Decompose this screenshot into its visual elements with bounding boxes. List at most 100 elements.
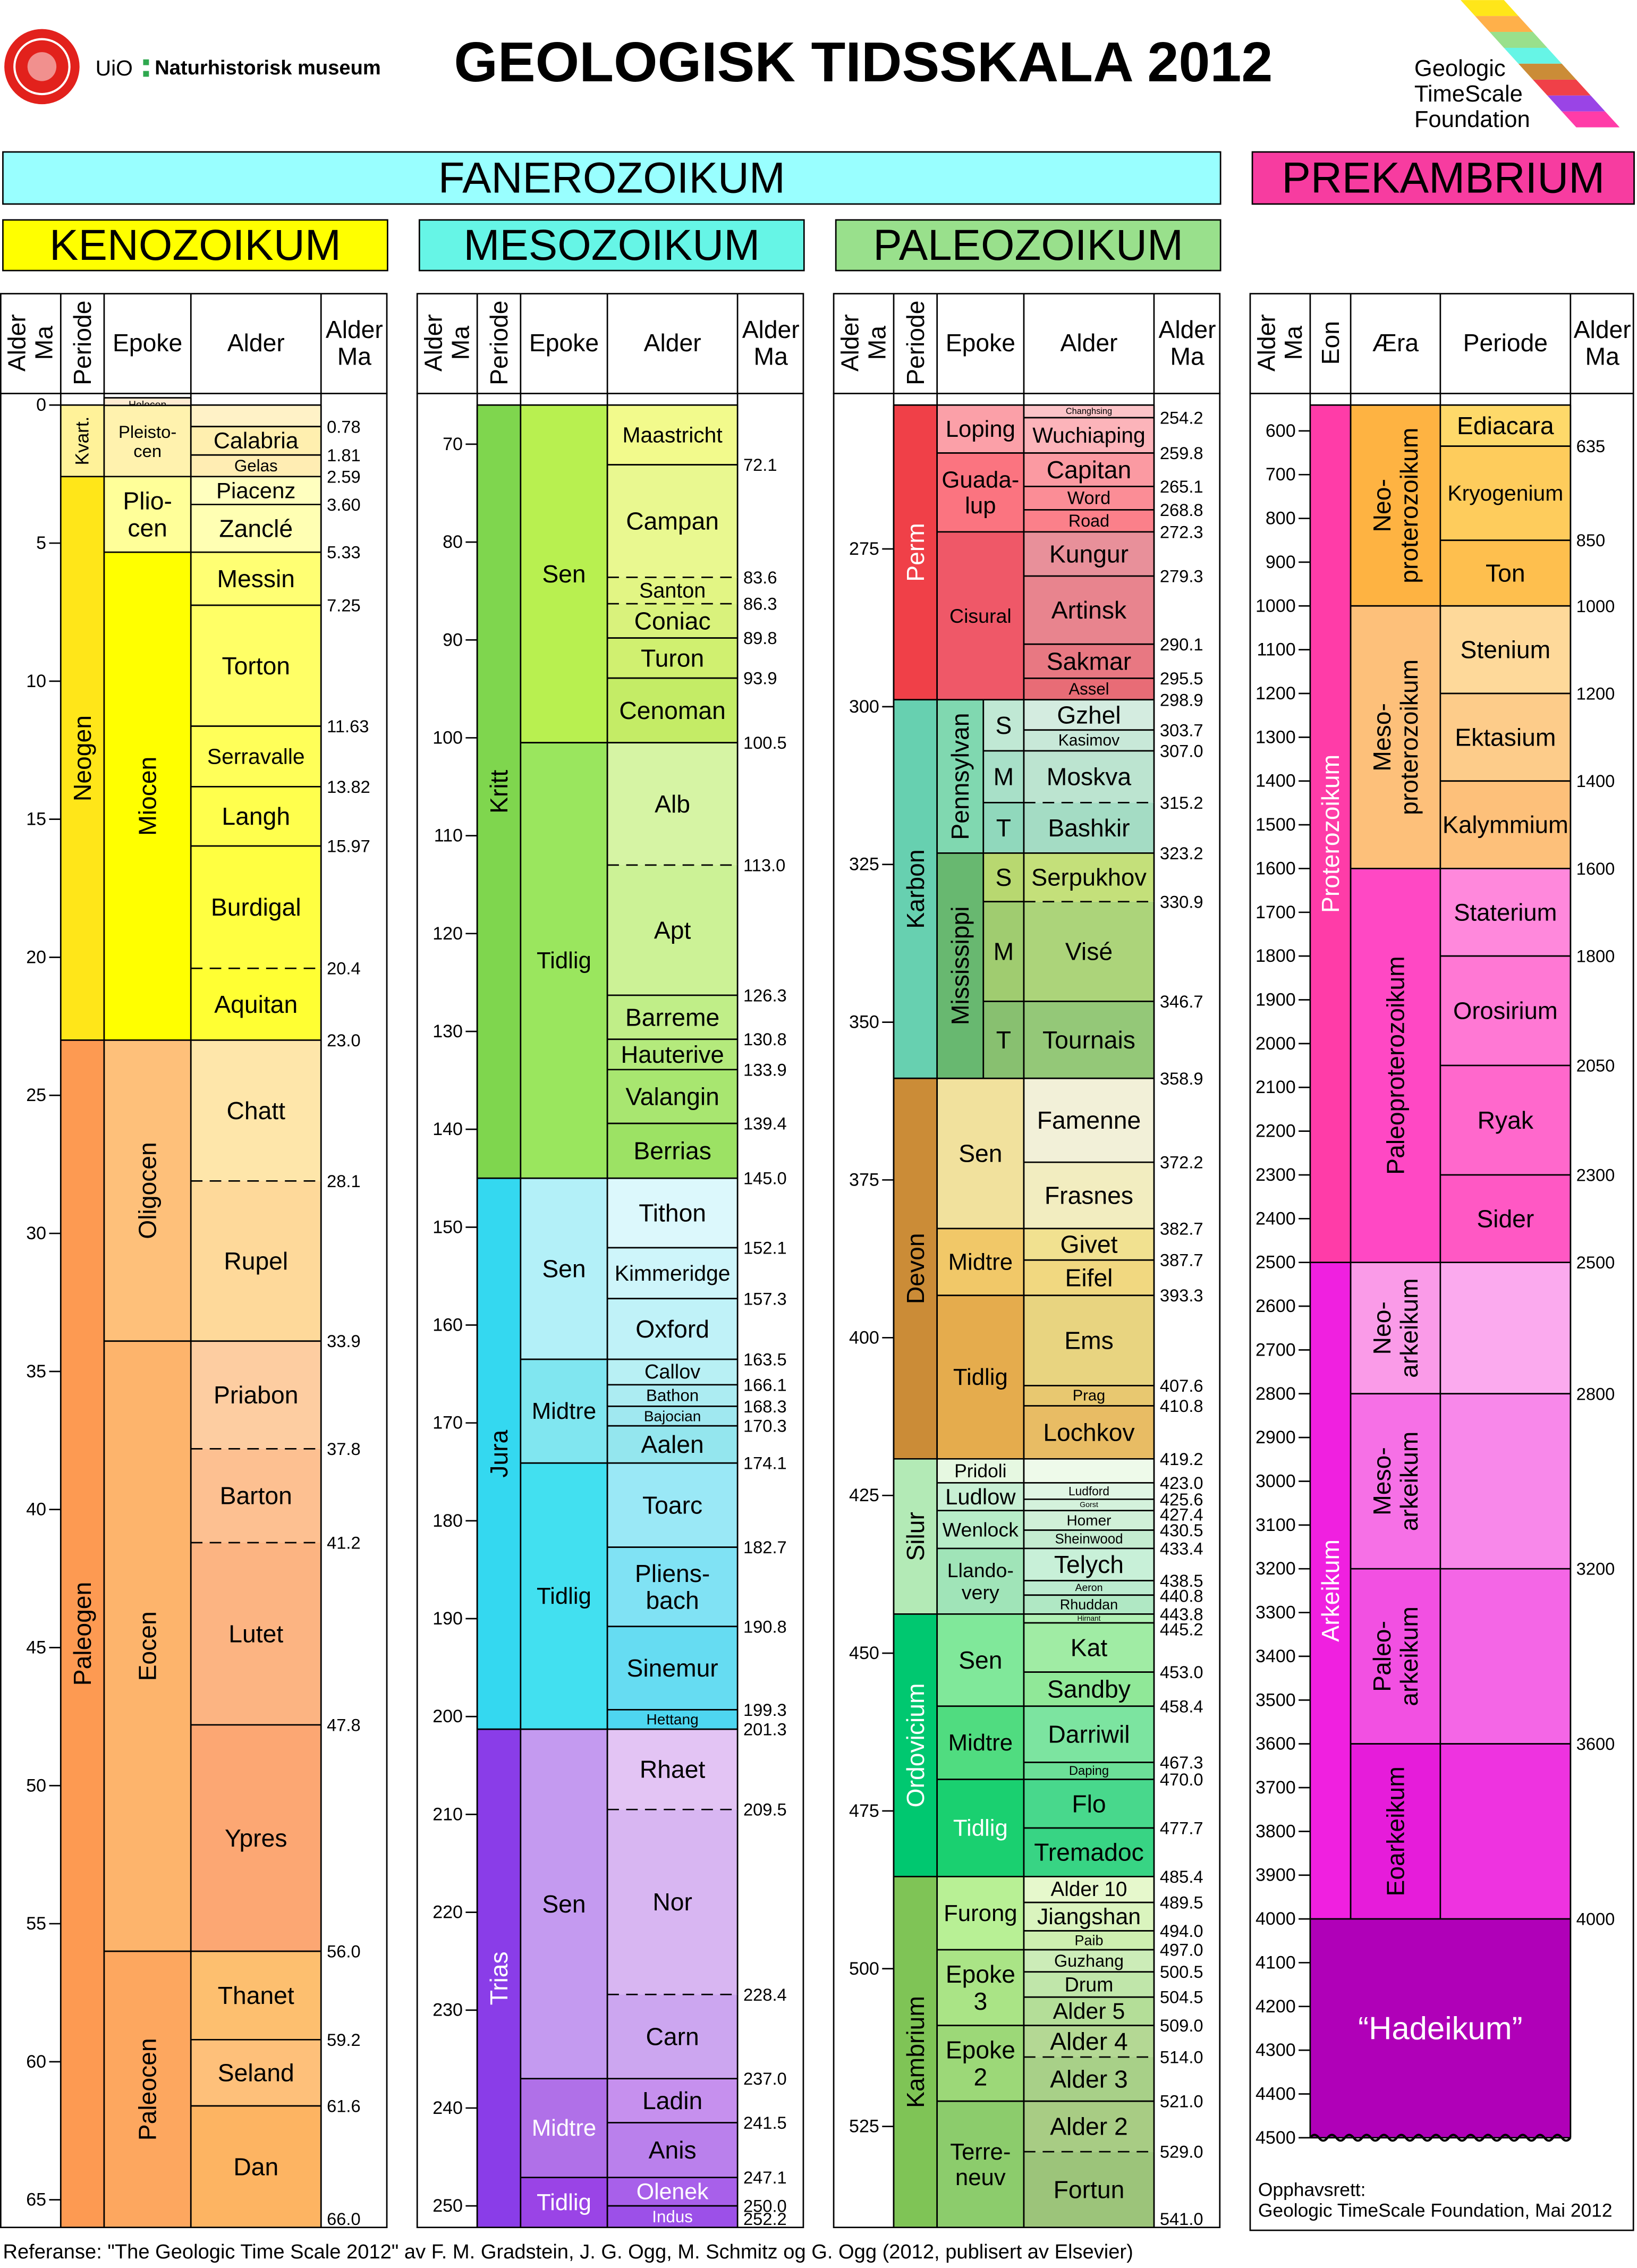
age-label: 433.4 [1160, 1538, 1203, 1558]
axis-tick-label: 800 [1266, 509, 1296, 529]
unit-name: Epoke 2 [946, 2036, 1015, 2091]
age-label: 1.81 [327, 445, 361, 465]
unit-name: Proterozoikum [1317, 755, 1344, 913]
unit-name: Oxford [635, 1315, 709, 1343]
age-label: 504.5 [1160, 1987, 1203, 2007]
axis-tick-label: 500 [849, 1959, 879, 1979]
age-label: 3200 [1576, 1559, 1615, 1579]
axis-tick-label: 1400 [1256, 771, 1296, 791]
era-box [2, 219, 388, 272]
age-label: 228.4 [743, 1985, 787, 2004]
time-unit [937, 1228, 1024, 1296]
time-unit [1310, 1919, 1571, 2138]
axis-tick-label: 1200 [1256, 683, 1296, 704]
time-unit [1023, 1997, 1154, 2026]
unit-name: Callov [644, 1361, 700, 1383]
time-unit [937, 1483, 1024, 1511]
age-label: 489.5 [1160, 1893, 1203, 1912]
axis-tick-label: 65 [26, 2190, 46, 2210]
unit-name: Coniac [634, 607, 711, 634]
unit-name: Changhsing [1066, 407, 1112, 416]
axis-tick-label: 60 [26, 2052, 46, 2072]
unit-name: Sen [542, 560, 586, 588]
axis-tick-label: 300 [849, 697, 879, 717]
unit-name: Tournais [1042, 1026, 1135, 1054]
time-unit [937, 531, 1024, 700]
time-unit [1023, 730, 1154, 751]
time-unit [1023, 1385, 1154, 1406]
axis-tick-label: 240 [432, 2098, 463, 2118]
time-unit [894, 1614, 937, 1877]
unit-name: Zanclé [219, 514, 293, 542]
super-header-box [2, 151, 1222, 205]
time-unit [1440, 781, 1571, 869]
time-unit [520, 1729, 608, 2079]
unit-name: Barton [220, 1482, 292, 1510]
time-unit [191, 1040, 321, 1181]
unit-name: Ladin [642, 2087, 702, 2114]
unit-name: Thanet [218, 1982, 294, 2009]
logo-stripe [1547, 95, 1606, 112]
unit-name: Pridoli [954, 1460, 1006, 1482]
unit-name: Aeron [1075, 1582, 1102, 1594]
axis-tick-label: 140 [432, 1119, 463, 1139]
age-label: 174.1 [743, 1453, 787, 1473]
unit-name: Turon [641, 644, 704, 672]
unit-name: Gorst [1080, 1501, 1098, 1509]
age-label: 315.2 [1160, 793, 1203, 813]
age-label: 7.25 [327, 595, 361, 615]
axis-tick-label: 3800 [1256, 1821, 1296, 1841]
logo-stripe [1475, 16, 1533, 32]
axis-tick-label: 1100 [1257, 640, 1296, 660]
time-unit [1023, 2101, 1154, 2152]
age-label: 497.0 [1160, 1940, 1203, 1960]
axis-tick-label: 525 [849, 2117, 879, 2137]
unit-name: Givet [1060, 1231, 1117, 1258]
time-unit [1023, 576, 1154, 645]
unit-name: Toarc [642, 1491, 702, 1519]
column-header: AlderMa [3, 314, 58, 371]
unit-name: Kryogenium [1447, 481, 1563, 505]
time-unit [1023, 1548, 1154, 1581]
column-header: AlderMa [1252, 314, 1307, 371]
time-unit [1023, 1950, 1154, 1972]
unit-name: M [994, 763, 1014, 791]
time-unit [894, 1459, 937, 1614]
unit-name: Devon [902, 1233, 929, 1304]
time-unit [1440, 1174, 1571, 1263]
foundation-logo [1460, 0, 1620, 128]
time-unit [607, 1359, 738, 1385]
axis-tick-label: 2400 [1256, 1208, 1296, 1229]
time-unit [1440, 1393, 1571, 1569]
time-unit [1023, 1623, 1154, 1672]
time-unit [520, 405, 608, 743]
axis-tick-label: 900 [1266, 552, 1296, 572]
time-unit [937, 1779, 1024, 1877]
age-label: 1600 [1576, 859, 1615, 878]
unit-name: Karbon [902, 849, 929, 928]
unit-name: Jiangshan [1037, 1904, 1141, 1930]
age-label: 635 [1576, 436, 1606, 456]
time-unit [607, 1069, 738, 1124]
time-unit [1023, 1595, 1154, 1614]
unit-name: Neo-arkeikum [1368, 1278, 1423, 1378]
age-label: 83.6 [743, 568, 777, 587]
time-unit [61, 1040, 104, 2228]
time-unit [1023, 699, 1154, 730]
unit-name: Indus [652, 2207, 693, 2226]
axis-tick-label: 20 [26, 947, 46, 967]
unit-name: Tidlig [953, 1364, 1008, 1390]
time-unit [1023, 1779, 1154, 1828]
age-label: 15.97 [327, 836, 370, 856]
age-label: 1400 [1576, 771, 1615, 791]
axis-tick-label: 4500 [1256, 2128, 1296, 2148]
time-unit [1440, 956, 1571, 1066]
seal-center [27, 52, 57, 81]
age-label: 113.0 [743, 855, 785, 875]
unit-name: Priabon [214, 1381, 298, 1409]
era-box [835, 219, 1222, 272]
age-label: 453.0 [1160, 1662, 1203, 1682]
